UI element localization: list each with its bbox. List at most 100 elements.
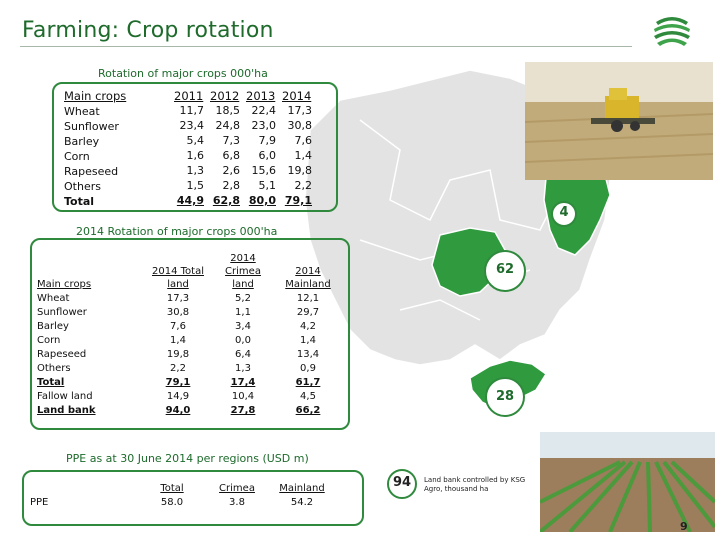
ppe-header-total: Total (160, 483, 184, 494)
table1-header-year: 2014 (282, 89, 312, 103)
table1-crop: Others (64, 180, 101, 193)
ppe-value-crimea: 3.8 (229, 497, 245, 508)
table2-cell: 5,2 (235, 293, 251, 304)
table1-cell: 2,6 (222, 164, 241, 177)
table2-title: 2014 Rotation of major crops 000'ha (76, 225, 278, 238)
table2-crop: Total (37, 377, 65, 388)
table1-crop: Corn (64, 150, 90, 163)
table1-crop: Rapeseed (64, 165, 119, 178)
table2-cell: 2,2 (170, 363, 186, 374)
page-number: 9 (680, 520, 688, 533)
page-title: Farming: Crop rotation (22, 18, 274, 43)
table2-cell: 94,0 (165, 405, 191, 416)
table2-cell: 30,8 (166, 307, 190, 318)
table1-frame (52, 82, 338, 212)
table1-cell: 17,3 (287, 104, 313, 117)
table1-cell: 2,8 (222, 179, 241, 192)
table2-header-crops: Main crops (37, 279, 92, 290)
table2-cell: 1,1 (235, 307, 251, 318)
harvester-photo (525, 62, 713, 180)
table2-cell: 79,1 (165, 377, 191, 388)
table2-header-mainland: 2014 Mainland (285, 266, 331, 290)
table1-cell: 22,4 (251, 104, 277, 117)
table1-header-crops: Main crops (64, 89, 127, 103)
table1-cell: 7,3 (222, 134, 241, 147)
table2-header-crimea: 2014 Crimea land (225, 253, 261, 290)
table1-cell: 1,5 (186, 179, 205, 192)
table1-cell: 80,0 (248, 194, 276, 207)
table2-cell: 4,2 (300, 321, 316, 332)
bubble-62 (484, 250, 526, 292)
table1-cell: 1,6 (186, 149, 205, 162)
table1-crop: Sunflower (64, 120, 119, 133)
ppe-value-mainland: 54.2 (290, 497, 314, 508)
table2-crop: Others (37, 363, 71, 374)
table1-title: Rotation of major crops 000'ha (98, 67, 268, 80)
table2-cell: 61,7 (295, 377, 321, 388)
table1-header-year: 2011 (174, 89, 204, 103)
table1-cell: 62,8 (212, 194, 240, 207)
table1-cell: 7,6 (294, 134, 313, 147)
table2-cell: 66,2 (295, 405, 321, 416)
table1-cell: 15,6 (251, 164, 277, 177)
bubble-28-value: 28 (495, 389, 515, 404)
crop-field-photo (540, 432, 715, 532)
table2-cell: 1,4 (170, 335, 186, 346)
table2-cell: 17,4 (230, 377, 256, 388)
table2-cell: 17,3 (166, 293, 190, 304)
table2-header-total: 2014 Total land (152, 266, 204, 290)
table1-crop: Wheat (64, 105, 100, 118)
bubble-4 (551, 201, 577, 227)
bubble-4-value: 4 (559, 205, 569, 220)
landbank-badge (387, 469, 417, 499)
table2-cell: 7,6 (170, 321, 186, 332)
table1-cell: 5,4 (186, 134, 205, 147)
table2-cell: 1,4 (300, 335, 316, 346)
table2-frame (30, 238, 350, 430)
company-logo-icon (653, 13, 691, 51)
landbank-total: 94 (392, 475, 412, 490)
table1-cell: 30,8 (287, 119, 313, 132)
bubble-28 (485, 377, 525, 417)
table2-cell: 4,5 (300, 391, 316, 402)
table1-cell: 23,0 (251, 119, 277, 132)
ppe-header-mainland: Mainland (279, 483, 325, 494)
ppe-header-crimea: Crimea (219, 483, 255, 494)
table2-cell: 0,0 (235, 335, 251, 346)
table1-cell: 1,3 (186, 164, 205, 177)
table2-crop: Rapeseed (37, 349, 87, 360)
table2-crop: Barley (37, 321, 69, 332)
table2-cell: 1,3 (235, 363, 251, 374)
table2-cell: 29,7 (296, 307, 320, 318)
table1-cell: 6,8 (222, 149, 241, 162)
table1-header-year: 2012 (210, 89, 240, 103)
table2-crop: Fallow land (37, 391, 93, 402)
landbank-caption: Land bank controlled by KSG Agro, thousa… (424, 476, 526, 493)
table1-crop-total: Total (64, 195, 95, 208)
table1-cell: 18,5 (215, 104, 241, 117)
table2-cell: 10,4 (231, 391, 255, 402)
ppe-frame (22, 470, 364, 526)
table1-cell: 5,1 (258, 179, 277, 192)
table2-cell: 0,9 (300, 363, 316, 374)
bubble-62-value: 62 (495, 262, 515, 277)
table2-crop: Corn (37, 335, 61, 346)
table1-cell: 11,7 (179, 104, 205, 117)
ppe-value-total: 58.0 (160, 497, 184, 508)
table2-cell: 19,8 (166, 349, 190, 360)
table1-cell: 6,0 (258, 149, 277, 162)
table2-crop: Sunflower (37, 307, 87, 318)
table2-cell: 14,9 (166, 391, 190, 402)
table2-crop: Land bank (37, 405, 96, 416)
table1-cell: 19,8 (287, 164, 313, 177)
table2-cell: 3,4 (235, 321, 251, 332)
table2-cell: 13,4 (296, 349, 320, 360)
table1-cell: 7,9 (258, 134, 277, 147)
table1-cell: 44,9 (176, 194, 204, 207)
table1-cell: 23,4 (179, 119, 205, 132)
table1-cell: 24,8 (215, 119, 241, 132)
table1-cell: 2,2 (294, 179, 313, 192)
table1-header-year: 2013 (246, 89, 276, 103)
ppe-row-label: PPE (30, 497, 49, 508)
table1-cell: 1,4 (294, 149, 313, 162)
